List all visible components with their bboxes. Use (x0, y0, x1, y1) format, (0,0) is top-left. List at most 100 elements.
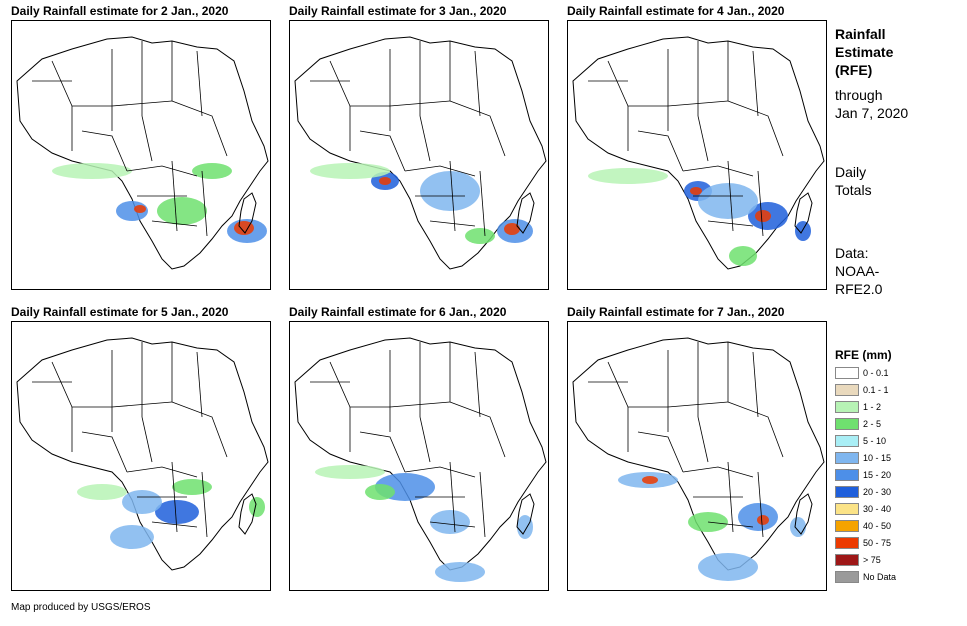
rainfall-area (690, 187, 702, 195)
legend-swatch (835, 537, 859, 549)
country-border (479, 170, 486, 237)
rainfall-area (698, 183, 758, 219)
country-border (141, 115, 153, 162)
country-border (429, 521, 476, 528)
legend-swatch (835, 435, 859, 447)
legend-swatch (835, 486, 859, 498)
sidebar-text-line: Totals (835, 182, 872, 198)
country-border (171, 461, 178, 533)
country-border (151, 521, 198, 528)
credit-footer: Map produced by USGS/EROS (11, 602, 151, 613)
sidebar-through: through Jan 7, 2020 (835, 86, 908, 122)
country-border (171, 100, 228, 157)
rainfall-area (157, 197, 207, 225)
sidebar-title-line: (RFE) (835, 62, 873, 78)
country-border (389, 401, 451, 408)
legend-label: 15 - 20 (863, 470, 892, 480)
rainfall-area (755, 210, 771, 222)
legend-item: 40 - 50 (835, 518, 935, 535)
legend-item: 20 - 30 (835, 484, 935, 501)
rainfall-area (738, 503, 778, 531)
country-border (389, 100, 451, 107)
rainfall-area (588, 168, 668, 184)
sidebar-title-line: Rainfall (835, 26, 886, 42)
country-border (404, 466, 476, 478)
country-border (359, 431, 406, 473)
country-border (196, 50, 203, 117)
map-canvas (568, 21, 826, 289)
madagascar-outline (516, 192, 535, 234)
rainfall-map (289, 321, 549, 591)
country-border (697, 416, 709, 463)
rainfall-area (504, 223, 520, 235)
sidebar-totals: Daily Totals (835, 163, 872, 199)
sidebar-text-line: Jan 7, 2020 (835, 105, 909, 121)
rainfall-map (289, 20, 549, 290)
rainfall-area (517, 515, 533, 539)
country-border (126, 165, 198, 177)
country-border (682, 466, 754, 478)
country-border (757, 471, 764, 538)
country-border (707, 521, 754, 528)
sidebar-text-line: Daily (835, 164, 867, 180)
rainfall-area (435, 562, 485, 582)
rainfall-area (249, 497, 265, 517)
map-canvas (12, 21, 270, 289)
rainfall-area (155, 500, 199, 524)
country-border (81, 130, 128, 172)
rainfall-area (420, 171, 480, 211)
country-border (752, 50, 759, 117)
country-border (727, 401, 784, 458)
legend-label: 5 - 10 (863, 436, 887, 446)
rainfall-area (52, 163, 132, 179)
country-border (449, 401, 506, 458)
rainfall-area (192, 163, 232, 179)
legend-item: 10 - 15 (835, 450, 935, 467)
sidebar-text-line: Data: (835, 245, 869, 261)
legend-item: 50 - 75 (835, 535, 935, 552)
legend-label: 30 - 40 (863, 504, 892, 514)
country-border (201, 170, 208, 237)
rainfall-area (729, 246, 757, 266)
country-border (201, 471, 208, 538)
country-border (429, 220, 476, 227)
legend-swatch (835, 571, 859, 583)
map-canvas (12, 322, 270, 590)
sidebar-title: Rainfall Estimate (RFE) (835, 25, 893, 79)
country-border (196, 351, 203, 418)
legend-swatch (835, 452, 859, 464)
country-border (141, 416, 153, 463)
rainfall-map (567, 321, 827, 591)
legend-title: RFE (mm) (835, 348, 892, 362)
country-border (479, 471, 486, 538)
country-border (126, 466, 198, 478)
country-border (359, 130, 406, 172)
sidebar-text-line: RFE2.0 (835, 281, 883, 297)
panel-title: Daily Rainfall estimate for 2 Jan., 2020 (11, 4, 229, 18)
legend-item: 30 - 40 (835, 501, 935, 518)
rainfall-area (77, 484, 127, 500)
madagascar-outline (794, 493, 813, 535)
legend-item: 1 - 2 (835, 399, 935, 416)
legend-item: No Data (835, 569, 935, 586)
rainfall-area (122, 490, 162, 514)
rainfall-area (757, 515, 769, 525)
legend-label: 10 - 15 (863, 453, 892, 463)
rainfall-area (134, 205, 146, 213)
country-border (449, 461, 456, 533)
country-border (682, 165, 754, 177)
legend-label: 40 - 50 (863, 521, 892, 531)
country-border (667, 401, 729, 408)
rainfall-map (11, 321, 271, 591)
rainfall-area (430, 510, 470, 534)
country-border (151, 220, 198, 227)
legend-label: 1 - 2 (863, 402, 882, 412)
country-border (637, 431, 684, 473)
madagascar-outline (516, 493, 535, 535)
panel-title: Daily Rainfall estimate for 3 Jan., 2020 (289, 4, 507, 18)
legend-item: 15 - 20 (835, 467, 935, 484)
legend-item: > 75 (835, 552, 935, 569)
legend-label: 2 - 5 (863, 419, 882, 429)
rainfall-area (315, 465, 385, 479)
legend-item: 5 - 10 (835, 433, 935, 450)
